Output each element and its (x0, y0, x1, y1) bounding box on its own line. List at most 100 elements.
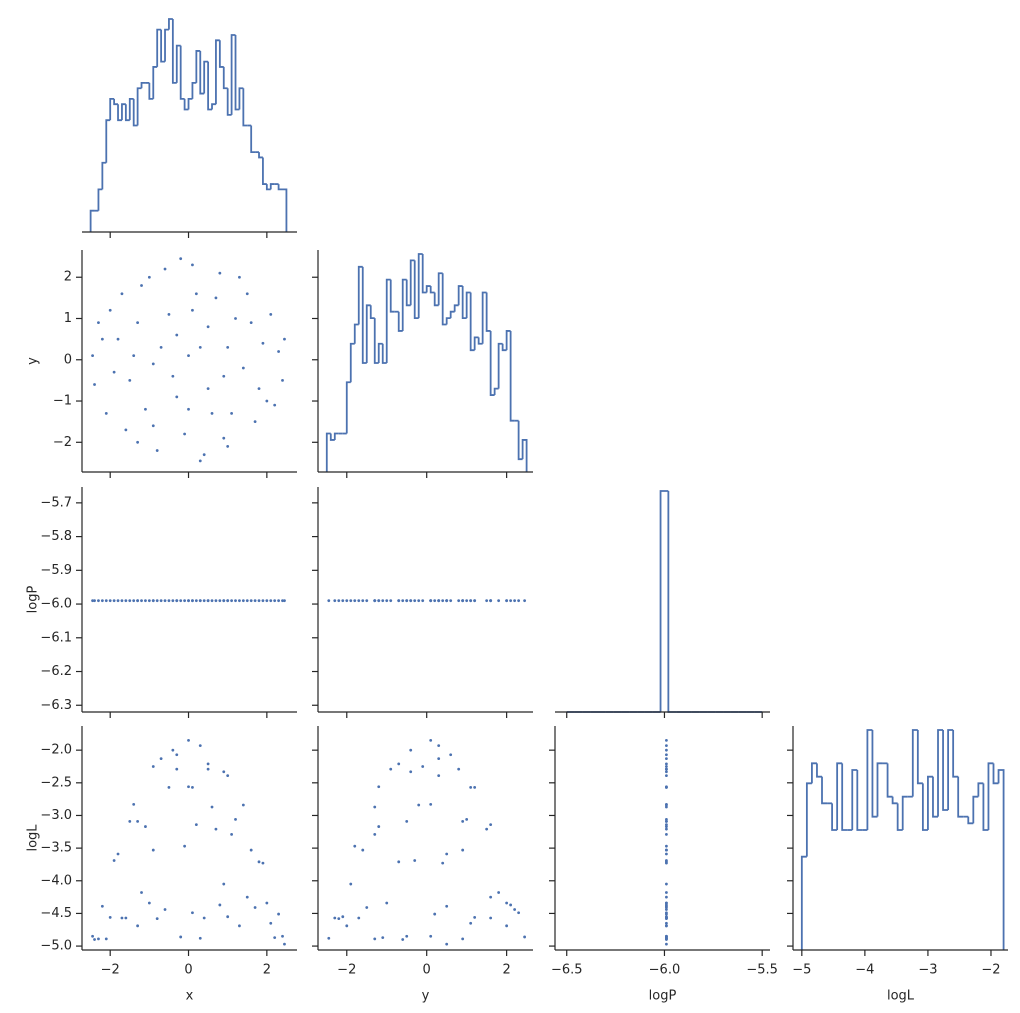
y-tick-label: −6.1 (40, 630, 72, 645)
y-tick-label: 0 (64, 352, 72, 367)
hist-bin (222, 66, 228, 90)
y-tick-label: −3.5 (40, 841, 72, 856)
scatter-point (261, 341, 265, 345)
scatter-point (333, 599, 337, 603)
scatter-point (429, 802, 433, 806)
x-tick-label: 2 (263, 963, 271, 978)
scatter-point (413, 599, 417, 603)
hist-bin (896, 803, 903, 831)
scatter-point (163, 908, 167, 911)
scatter-point (155, 917, 159, 921)
hist-bin (389, 279, 395, 313)
scatter-point (191, 785, 194, 789)
scatter-point (116, 852, 120, 856)
x-tick-label: −2 (101, 963, 120, 978)
hist-bin (211, 103, 216, 110)
scatter-point (104, 599, 108, 603)
scatter-point (665, 906, 668, 909)
scatter-point (175, 753, 179, 757)
x-tick-label: −5.5 (746, 963, 778, 978)
hist-bin (401, 278, 407, 331)
scatter-point (132, 599, 136, 603)
scatter-point (365, 599, 369, 603)
scatter-point (345, 924, 349, 928)
y-tick-label: −2.0 (40, 743, 72, 758)
scatter-point (234, 317, 237, 320)
scatter-point (505, 599, 509, 603)
scatter-point (417, 599, 421, 603)
scatter-point (665, 848, 668, 852)
scatter-point (373, 599, 377, 603)
hist-bin (89, 209, 95, 232)
scatter-point (241, 599, 245, 603)
scatter-point (136, 440, 140, 444)
scatter-point (91, 354, 94, 358)
hist-bin (121, 103, 126, 121)
x-axis-label: logL (887, 989, 915, 1004)
scatter-point (226, 599, 230, 603)
scatter-point (194, 292, 198, 296)
scatter-point (445, 599, 449, 603)
scatter-point (241, 366, 245, 370)
scatter-point (505, 901, 509, 905)
hist-bin (397, 311, 403, 332)
scatter-point (665, 827, 668, 831)
scatter-point (473, 599, 477, 603)
scatter-point (509, 599, 513, 603)
scatter-point (409, 599, 413, 603)
hist-bin (992, 763, 999, 785)
scatter-point (429, 934, 433, 938)
hist-bin (405, 279, 411, 307)
hist-bin (128, 97, 134, 121)
hist-bin (952, 730, 959, 778)
hist-bin (215, 39, 220, 105)
scatter-point (136, 599, 140, 603)
scatter-point (485, 599, 489, 603)
scatter-point (100, 599, 104, 603)
scatter-point (409, 770, 413, 774)
x-tick-label: −5 (792, 963, 811, 978)
hist-bin (258, 152, 263, 159)
hist-bin (465, 291, 471, 319)
x-tick-label: −6.5 (551, 963, 583, 978)
y-tick-label: −6.0 (40, 597, 72, 612)
hist-bin (805, 782, 812, 857)
scatter-point (159, 757, 163, 761)
scatter-point (112, 599, 116, 603)
scatter-point (665, 833, 668, 836)
scatter-point (206, 387, 210, 391)
scatter-point (245, 895, 249, 899)
scatter-point (222, 374, 226, 378)
scatter-point (401, 938, 405, 941)
scatter-point (485, 827, 489, 831)
hist-bin (497, 342, 503, 389)
scatter-point (665, 860, 668, 864)
scatter-point (179, 257, 183, 261)
scatter-point (218, 599, 222, 603)
scatter-point (104, 412, 108, 415)
scatter-point (277, 912, 280, 916)
scatter-point (449, 753, 453, 757)
scatter-point (245, 599, 249, 603)
y-tick-label: −2 (53, 435, 72, 450)
hist-bin (997, 769, 1005, 950)
hist-bin (841, 763, 848, 831)
scatter-point (665, 817, 668, 821)
hist-bin (977, 782, 984, 797)
scatter-point (147, 275, 151, 279)
scatter-point (665, 924, 668, 928)
hist-bin (911, 729, 918, 797)
scatter-point (198, 459, 202, 463)
scatter-point (187, 599, 190, 603)
hist-bin (501, 343, 507, 352)
scatter-point (461, 937, 465, 941)
hist-bin (234, 34, 240, 111)
scatter-point (513, 908, 517, 911)
hist-bin (836, 762, 843, 830)
scatter-point (187, 407, 190, 411)
hist-bin (659, 490, 669, 712)
scatter-point (457, 599, 461, 603)
scatter-point (191, 911, 194, 915)
scatter-point (226, 345, 230, 349)
scatter-point (273, 403, 277, 407)
